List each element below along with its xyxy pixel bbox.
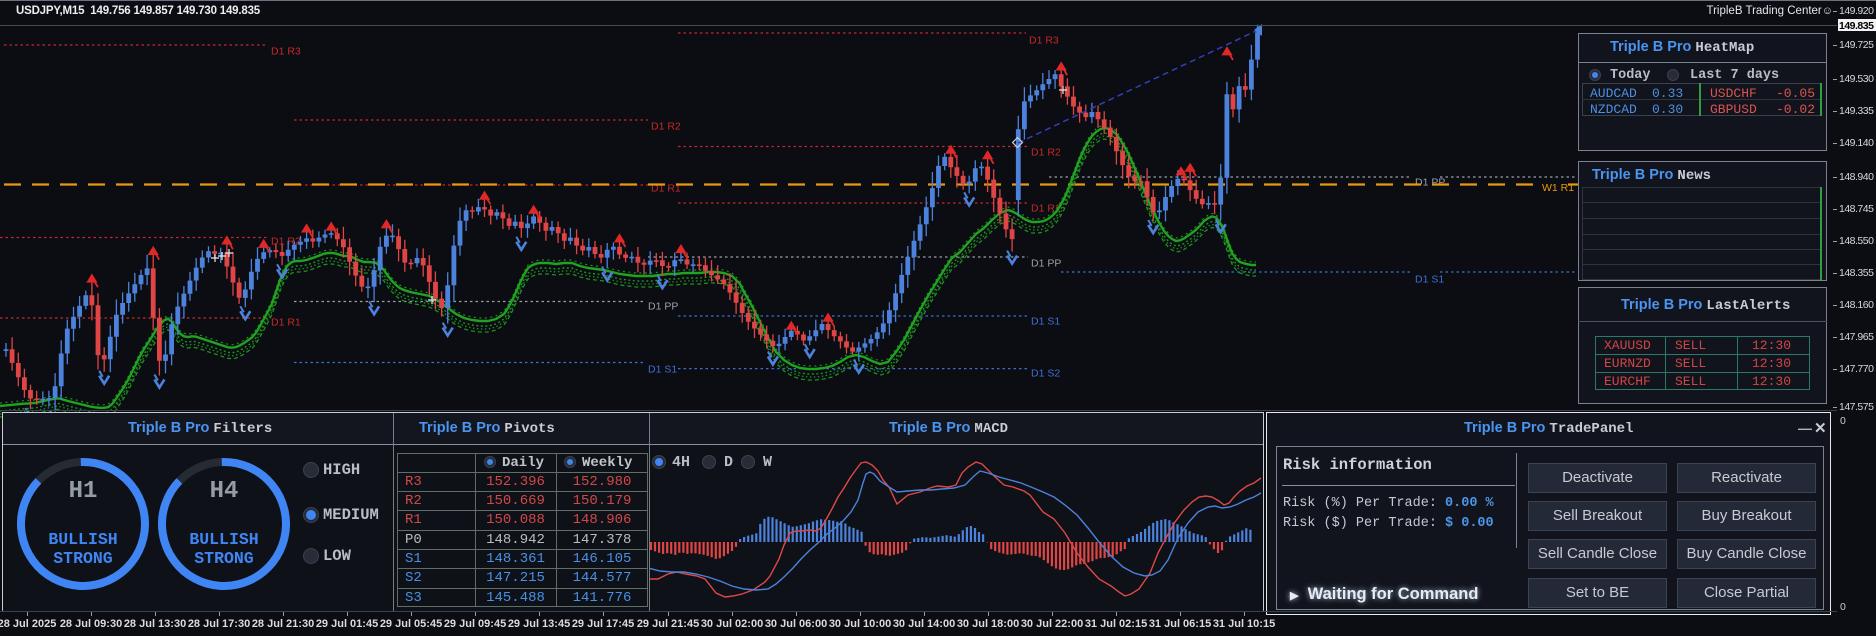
svg-text:D1 S1: D1 S1 — [1415, 274, 1444, 286]
svg-text:D1 R1: D1 R1 — [271, 317, 301, 329]
svg-text:D1 PP: D1 PP — [648, 301, 678, 313]
svg-text:D1 PP: D1 PP — [1415, 177, 1445, 189]
svg-text:D1 PP: D1 PP — [1031, 258, 1061, 270]
svg-text:D1 R2: D1 R2 — [651, 121, 681, 133]
svg-text:D1 S1: D1 S1 — [648, 364, 677, 376]
svg-text:D1 S2: D1 S2 — [1031, 368, 1060, 380]
svg-text:D1 R2: D1 R2 — [1031, 147, 1061, 159]
svg-text:D1 R3: D1 R3 — [271, 46, 301, 58]
svg-text:W1 R1: W1 R1 — [1542, 182, 1574, 194]
svg-text:D1 S1: D1 S1 — [1031, 316, 1060, 328]
svg-text:D1 R2: D1 R2 — [271, 236, 301, 248]
svg-text:D1 R3: D1 R3 — [1029, 35, 1059, 47]
